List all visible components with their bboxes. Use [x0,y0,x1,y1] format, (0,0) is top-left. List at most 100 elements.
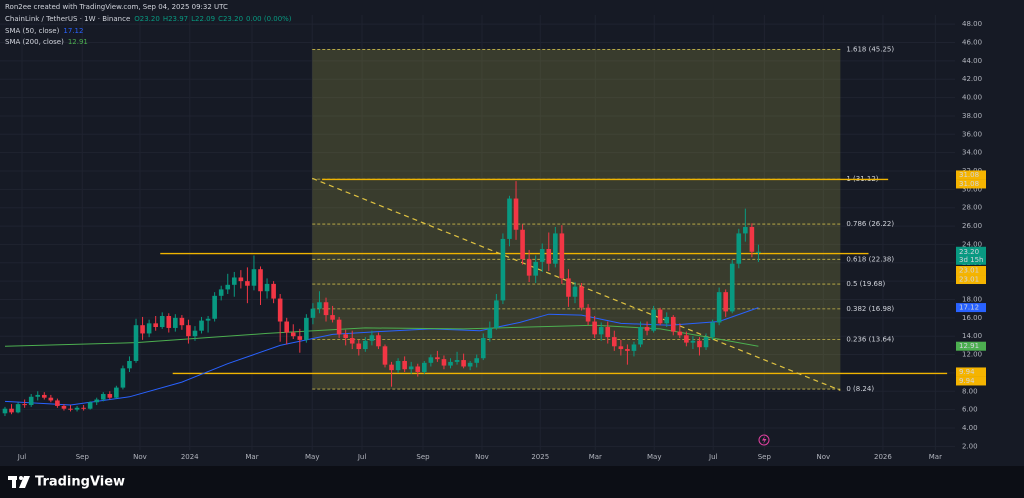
candle-body [559,233,565,279]
logo-slash [19,476,30,488]
x-tick-label: Nov [816,453,830,461]
candle-body [690,340,696,343]
candle-body [15,404,21,413]
candle-body [48,397,54,401]
candle-body [2,408,8,414]
sma200-value: 12.91 [68,38,88,46]
candle-body [592,321,597,335]
plot: 2.004.006.008.0010.0012.0014.0016.0018.0… [0,15,986,461]
x-tick-label: Jul [708,453,718,461]
candle-body [664,316,670,324]
candle-body [205,318,211,321]
candle-body [192,330,198,337]
last-price-box [956,246,986,265]
candle-body [585,307,591,322]
chart-background [0,0,1024,466]
candle-body [120,368,126,388]
candle-body [81,407,86,409]
candle-body [461,360,466,367]
candle-body [553,233,558,264]
candle-body [402,360,407,370]
candle-body [579,286,584,308]
level-label: 23.01 [959,276,979,284]
y-tick-label: 30.00 [962,185,982,193]
candle-body [369,335,375,341]
level-label: 23.01 [959,267,979,275]
candle-body [186,325,191,337]
candle-body [651,309,656,331]
level-box [956,170,986,180]
candle-body [55,400,60,406]
sma200-name: SMA (200, close) [5,38,64,46]
candle-body [264,283,270,292]
level-box [956,179,986,189]
sma200-legend: SMA (200, close) 12.91 [5,38,88,46]
candle-body [467,362,473,367]
sma-label: 12.91 [959,342,979,350]
candle-body [494,300,499,328]
candle-body [500,238,506,301]
fib-label: 0.5 (19.68) [846,280,885,288]
candle-body [218,289,224,296]
candle-body [317,302,322,309]
candle-body [225,284,231,290]
sma50-value: 17.12 [63,27,83,35]
y-tick-label: 8.00 [962,387,978,395]
sma50-name: SMA (50, close) [5,27,60,35]
x-tick-label: May [305,453,319,461]
countdown-label: 3d 15h [959,256,983,264]
x-tick-label: Sep [416,453,430,461]
candle-body [474,358,480,363]
y-tick-label: 2.00 [962,442,978,450]
candle-body [435,357,440,360]
candle-body [566,278,571,297]
candle-body [251,269,257,286]
candle-body [441,359,447,366]
candle-body [749,226,755,252]
candle-body [625,349,630,351]
event-bolt [762,436,767,444]
symbol-legend: ChainLink / TetherUS · 1W · Binance O23.2… [5,15,292,23]
candle-body [146,323,152,334]
candle-body [612,337,617,347]
candle-body [638,327,643,345]
level-label: 9.94 [959,377,975,385]
candle-body [513,198,519,230]
ohlc-change: 0.00 (0.00%) [246,15,292,23]
y-tick-label: 28.00 [962,204,982,212]
candle-body [448,361,453,366]
candle-body [140,325,145,334]
candle-body [605,327,611,338]
brand-logo [8,476,30,488]
level-label: 31.08 [959,171,979,179]
y-tick-label: 46.00 [962,39,982,47]
ohlc-close: C23.20 [218,15,243,23]
level-box [956,275,986,285]
candle-body [539,249,545,262]
y-tick-label: 16.00 [962,314,982,322]
candle-body [710,322,715,338]
y-tick-label: 14.00 [962,332,982,340]
y-tick-label: 26.00 [962,222,982,230]
y-tick-label: 4.00 [962,424,978,432]
y-tick-label: 6.00 [962,406,978,414]
candle-body [87,402,93,409]
candle-body [159,316,165,328]
trendline [312,177,841,391]
x-tick-label: 2026 [874,453,892,461]
candle-body [107,394,113,398]
candle-body [166,316,172,328]
ohlc-high: H23.97 [163,15,188,23]
fib-label: 0.618 (22.38) [846,255,894,263]
candle-body [526,259,532,276]
candle-body [297,336,303,340]
candle-body [487,327,493,339]
event-circle [758,434,770,446]
candle-body [343,334,348,339]
candle-body [415,366,421,372]
candle-body [729,263,735,312]
candle-body [572,286,578,297]
candle-body [41,394,47,398]
x-tick-label: Mar [245,453,258,461]
candle-body [395,360,401,371]
